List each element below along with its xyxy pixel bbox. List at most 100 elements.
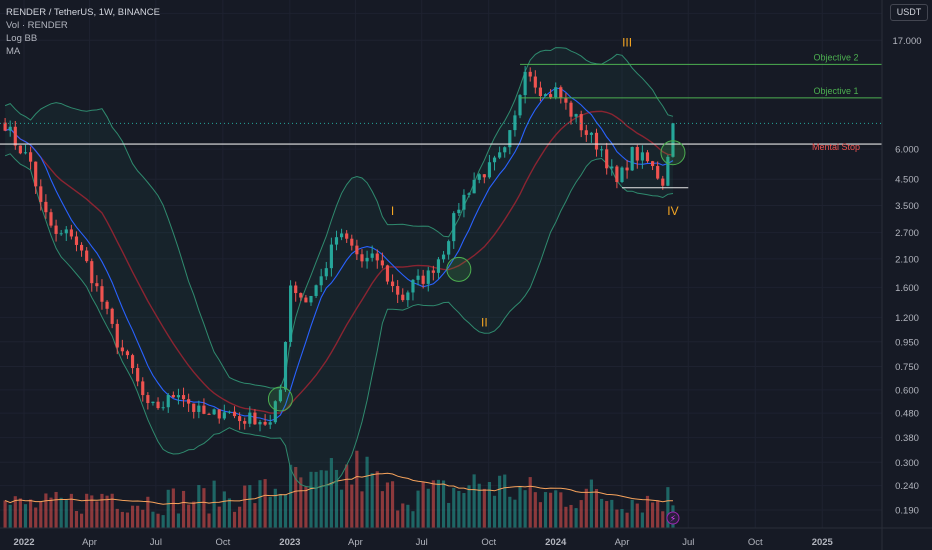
candle-body <box>329 244 333 269</box>
candle-body <box>508 130 512 148</box>
candle-body <box>574 114 578 117</box>
indicator-ma[interactable]: MA <box>6 46 21 57</box>
volume-bar <box>309 471 313 528</box>
volume-bar <box>3 500 7 528</box>
candle-body <box>141 381 145 396</box>
volume-bar <box>380 491 384 528</box>
volume-bar <box>8 504 12 528</box>
candle-body <box>416 275 420 280</box>
candle <box>105 300 109 315</box>
candle <box>74 231 79 252</box>
volume-bar <box>283 494 288 528</box>
indicator-volume[interactable]: Vol · RENDER <box>6 20 68 31</box>
candle <box>294 281 298 302</box>
candle-body <box>100 286 104 302</box>
candle <box>350 234 354 251</box>
candle-body <box>671 123 675 157</box>
volume-bar <box>610 499 614 528</box>
price-tick-label: 3.500 <box>895 201 919 212</box>
volume-bar <box>324 470 328 528</box>
candle-body <box>222 412 226 419</box>
candle <box>579 110 583 138</box>
symbol-title[interactable]: RENDER / TetherUS, 1W, BINANCE <box>6 7 160 18</box>
candle <box>3 118 7 132</box>
volume-bar <box>549 492 553 528</box>
volume-bar <box>110 493 114 528</box>
volume-bar <box>64 500 68 528</box>
candle-body <box>319 276 323 286</box>
volume-bar <box>503 474 507 528</box>
candle-body <box>656 166 660 179</box>
volume-bar <box>574 508 578 528</box>
price-axis[interactable]: 22.00017.0006.0004.5003.5002.7002.1001.6… <box>881 0 932 550</box>
candle <box>533 70 537 94</box>
candle-body <box>278 389 282 402</box>
volume-bar <box>197 485 201 528</box>
candle-body <box>452 213 456 242</box>
candle-body <box>125 351 130 356</box>
candle-body <box>151 401 155 404</box>
price-levels: Objective 213.500Objective 19.800Mental … <box>0 52 928 152</box>
candle <box>171 391 175 398</box>
candle-body <box>217 409 221 419</box>
candle-body <box>431 270 435 273</box>
candle <box>95 275 99 292</box>
price-tick-label: 0.190 <box>895 506 919 517</box>
volume-bar <box>625 512 629 528</box>
level-name: Objective 1 <box>813 86 858 96</box>
candle <box>44 194 48 219</box>
candle-body <box>115 323 119 348</box>
price-tick-label: 6.000 <box>895 145 919 156</box>
indicator-log-bb[interactable]: Log BB <box>6 33 38 44</box>
volume-bar <box>559 492 563 528</box>
volume-bar <box>589 479 593 528</box>
volume-bar <box>569 504 573 528</box>
candle <box>222 404 226 421</box>
volume-bar <box>156 513 160 528</box>
candle-body <box>589 132 593 135</box>
candle <box>176 388 181 405</box>
candle <box>289 280 293 347</box>
candle-body <box>334 237 339 245</box>
candle <box>421 269 425 289</box>
volume-bar <box>151 511 155 528</box>
candle-body <box>528 71 532 77</box>
volume-bar <box>340 489 344 528</box>
candle-body <box>309 295 313 303</box>
candle-body <box>492 157 497 163</box>
candle-body <box>498 152 502 158</box>
lightning-icon <box>666 511 680 525</box>
candle-body <box>630 147 634 171</box>
volume-bar <box>23 504 28 528</box>
candle-body <box>447 241 451 255</box>
candle <box>370 245 374 262</box>
volume-bar <box>554 490 558 528</box>
candle-body <box>615 166 619 183</box>
candle <box>49 208 53 228</box>
candle-body <box>90 261 94 284</box>
volume-bar <box>523 490 527 528</box>
volume-bar <box>605 501 609 528</box>
currency-button[interactable]: USDT <box>890 4 928 21</box>
volume-bar <box>365 456 369 528</box>
candle-body <box>666 156 670 186</box>
candle <box>406 290 410 308</box>
volume-bar <box>375 471 379 528</box>
volume-bar <box>584 488 588 528</box>
candle-body <box>396 286 400 295</box>
candle <box>197 400 201 419</box>
volume-bar <box>513 499 517 528</box>
candle <box>390 274 395 293</box>
candle <box>232 406 237 419</box>
candle <box>605 142 609 175</box>
price-tick-label: 17.000 <box>892 36 921 47</box>
candle <box>385 264 390 285</box>
candle <box>482 174 486 184</box>
candle-body <box>503 147 507 153</box>
candle <box>487 154 492 179</box>
candle <box>457 203 461 216</box>
candle <box>192 403 196 419</box>
time-axis[interactable]: 2022 Apr Jul Oct 2023 Apr Jul Oct 2024 Apr Jul Oct 2… <box>0 527 932 548</box>
candle <box>600 145 604 158</box>
